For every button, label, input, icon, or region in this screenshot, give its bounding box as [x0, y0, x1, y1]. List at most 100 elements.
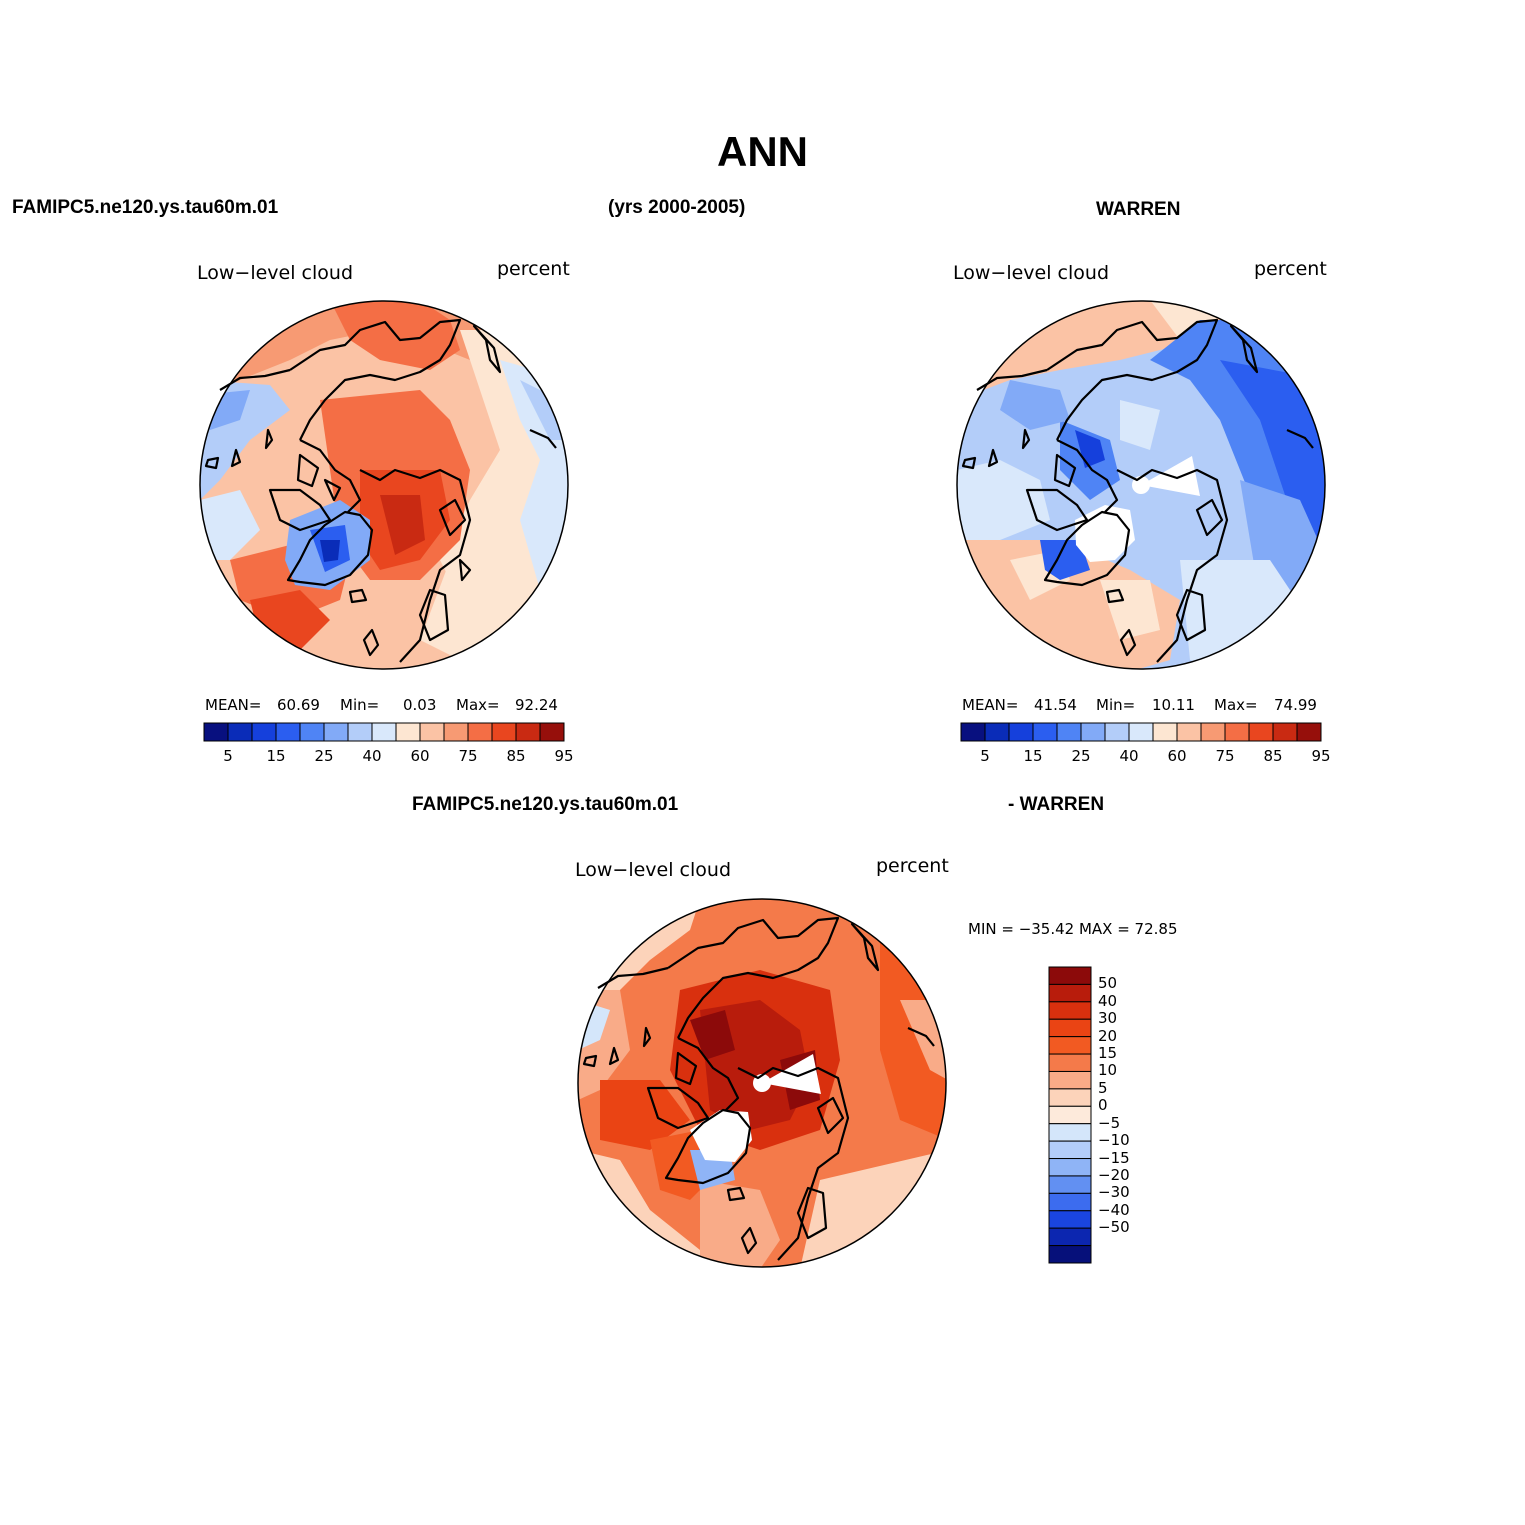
model-colorbar-tick: 95 [554, 747, 574, 765]
model-colorbar-box [419, 722, 445, 742]
model-colorbar-tick: 75 [458, 747, 478, 765]
diff-colorbar-tick: 50 [1098, 974, 1118, 993]
obs-colorbar [960, 722, 1322, 742]
obs-variable-label: Low−level cloud [953, 262, 1110, 284]
model-colorbar-box [491, 722, 517, 742]
diff-colorbar-tick: −10 [1098, 1131, 1130, 1150]
obs-polar-map [956, 300, 1326, 670]
obs-colorbar-tick: 5 [980, 747, 990, 765]
diff-colorbar-tick: −30 [1098, 1183, 1130, 1202]
diff-polar-map [577, 898, 947, 1268]
model-colorbar-box [323, 722, 349, 742]
model-case-name: FAMIPC5.ne120.ys.tau60m.01 [12, 197, 279, 218]
diff-colorbar-box [1048, 1070, 1092, 1090]
model-units-label: percent [497, 258, 570, 280]
model-min-value: 0.03 [403, 696, 437, 714]
model-colorbar-tick: 25 [314, 747, 334, 765]
model-colorbar-tick: 85 [506, 747, 526, 765]
diff-colorbar-tick: 30 [1098, 1009, 1118, 1028]
model-colorbar-box [395, 722, 421, 742]
obs-colorbar-box [960, 722, 986, 742]
obs-colorbar-box [1248, 722, 1274, 742]
model-colorbar-tick: 5 [223, 747, 233, 765]
obs-colorbar-box [1056, 722, 1082, 742]
diff-colorbar-box [1048, 1158, 1092, 1177]
diff-colorbar-box [1048, 1175, 1092, 1194]
obs-mean-label: MEAN= [962, 696, 1019, 714]
obs-colorbar-box [1200, 722, 1226, 742]
obs-colorbar-tick: 85 [1263, 747, 1283, 765]
model-colorbar-box [443, 722, 469, 742]
diff-colorbar-box [1048, 1123, 1092, 1142]
obs-max-value: 74.99 [1274, 696, 1317, 714]
diff-model-name: FAMIPC5.ne120.ys.tau60m.01 [412, 794, 679, 815]
obs-colorbar-box [984, 722, 1010, 742]
obs-mean-value: 41.54 [1034, 696, 1077, 714]
obs-units-label: percent [1254, 258, 1327, 280]
obs-min-value: 10.11 [1152, 696, 1195, 714]
diff-colorbar [1048, 966, 1092, 1264]
diff-units-label: percent [876, 855, 949, 877]
obs-colorbar-tick: 60 [1167, 747, 1187, 765]
obs-colorbar-box [1152, 722, 1178, 742]
diff-colorbar-box [1048, 1053, 1092, 1072]
diff-colorbar-tick: 20 [1098, 1026, 1118, 1045]
diff-colorbar-tick: 15 [1098, 1044, 1118, 1063]
obs-colorbar-box [1032, 722, 1058, 742]
obs-colorbar-tick: 95 [1311, 747, 1331, 765]
diff-colorbar-box [1048, 1001, 1092, 1020]
diff-obs-name: - WARREN [1008, 794, 1105, 815]
model-colorbar-box [347, 722, 373, 742]
diff-colorbar-tick: 5 [1098, 1078, 1108, 1097]
obs-colorbar-box [1296, 722, 1322, 742]
diff-minmax: MIN = −35.42 MAX = 72.85 [968, 920, 1178, 938]
obs-colorbar-box [1176, 722, 1202, 742]
obs-colorbar-box [1104, 722, 1130, 742]
obs-colorbar-tick: 40 [1119, 747, 1139, 765]
diff-colorbar-tick: −5 [1098, 1113, 1121, 1132]
diff-colorbar-tick: 0 [1098, 1096, 1108, 1115]
model-colorbar-box [251, 722, 277, 742]
model-colorbar-box [275, 722, 301, 742]
model-max-label: Max= [456, 696, 500, 714]
diff-colorbar-box [1048, 1245, 1092, 1264]
model-colorbar-box [203, 722, 229, 742]
model-colorbar [203, 722, 565, 742]
model-colorbar-box [371, 722, 397, 742]
diff-colorbar-tick: −50 [1098, 1218, 1130, 1237]
obs-colorbar-box [1224, 722, 1250, 742]
diff-colorbar-box [1048, 1210, 1092, 1229]
model-min-label: Min= [340, 696, 380, 714]
obs-colorbar-tick: 25 [1071, 747, 1091, 765]
model-colorbar-tick: 15 [266, 747, 286, 765]
diff-colorbar-box [1048, 983, 1092, 1003]
page-title: ANN [717, 128, 808, 175]
obs-colorbar-box [1008, 722, 1034, 742]
model-colorbar-box [227, 722, 253, 742]
obs-colorbar-tick: 75 [1215, 747, 1235, 765]
diff-variable-label: Low−level cloud [575, 859, 732, 881]
model-colorbar-box [467, 722, 493, 742]
diff-colorbar-box [1048, 1088, 1092, 1107]
diff-colorbar-box [1048, 1036, 1092, 1055]
years-label: (yrs 2000-2005) [608, 197, 746, 218]
diff-colorbar-tick: −15 [1098, 1148, 1130, 1167]
diff-colorbar-box [1048, 1140, 1092, 1160]
diff-colorbar-tick: 10 [1098, 1061, 1118, 1080]
diff-colorbar-tick: −40 [1098, 1200, 1130, 1219]
obs-colorbar-box [1272, 722, 1298, 742]
diff-colorbar-box [1048, 1018, 1092, 1038]
diff-colorbar-box [1048, 1192, 1092, 1212]
model-mean-label: MEAN= [205, 696, 262, 714]
obs-colorbar-box [1128, 722, 1154, 742]
diff-colorbar-box [1048, 1105, 1092, 1125]
diff-colorbar-tick: 40 [1098, 991, 1118, 1010]
model-colorbar-box [299, 722, 325, 742]
model-polar-map [199, 300, 569, 670]
diff-colorbar-tick: −20 [1098, 1165, 1130, 1184]
diff-colorbar-box [1048, 966, 1092, 985]
model-colorbar-tick: 60 [410, 747, 430, 765]
model-max-value: 92.24 [515, 696, 558, 714]
obs-colorbar-tick: 15 [1023, 747, 1043, 765]
